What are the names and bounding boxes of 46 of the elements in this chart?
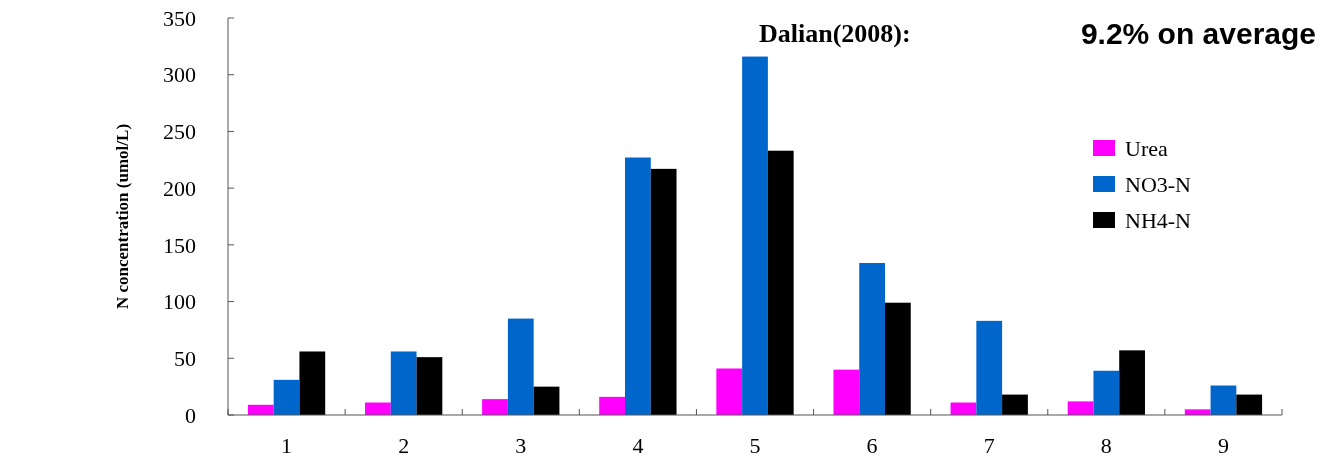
x-tick-label: 1 bbox=[281, 433, 293, 458]
y-tick-label: 0 bbox=[185, 402, 196, 428]
x-tick-label: 8 bbox=[1100, 433, 1112, 458]
bar bbox=[273, 379, 300, 415]
chart-title: Dalian(2008): bbox=[758, 19, 911, 48]
legend-label: Urea bbox=[1125, 135, 1168, 161]
bar bbox=[742, 56, 768, 415]
y-tick-label: 200 bbox=[163, 175, 196, 201]
bar bbox=[390, 351, 417, 415]
bar bbox=[767, 150, 794, 415]
x-tick-label: 6 bbox=[866, 433, 878, 458]
bar bbox=[507, 318, 534, 415]
x-tick-label: 7 bbox=[983, 433, 995, 458]
bar bbox=[650, 168, 677, 415]
legend-label: NO3-N bbox=[1125, 171, 1192, 197]
bar bbox=[1210, 385, 1237, 415]
bar bbox=[482, 399, 508, 415]
bar bbox=[716, 368, 743, 415]
y-tick-label: 100 bbox=[163, 289, 196, 315]
bar bbox=[859, 263, 885, 415]
y-tick-label: 350 bbox=[163, 5, 196, 31]
bar bbox=[1119, 350, 1145, 415]
bar bbox=[976, 320, 1003, 415]
bar bbox=[884, 302, 911, 415]
x-tick-label: 2 bbox=[398, 433, 410, 458]
annotation: 9.2% on average bbox=[1080, 17, 1316, 50]
bar bbox=[833, 369, 860, 415]
x-tick-label: 5 bbox=[749, 433, 761, 458]
bar bbox=[1002, 394, 1028, 415]
x-tick-label: 3 bbox=[515, 433, 527, 458]
y-tick-label: 150 bbox=[163, 232, 196, 258]
bar bbox=[1093, 370, 1120, 415]
x-tick-label: 4 bbox=[632, 433, 644, 458]
y-tick-label: 250 bbox=[163, 119, 196, 145]
bar bbox=[299, 351, 326, 415]
bar bbox=[1067, 401, 1094, 415]
legend-label: NH4-N bbox=[1125, 207, 1192, 233]
bar bbox=[533, 386, 560, 415]
y-tick-label: 50 bbox=[174, 345, 196, 371]
y-axis-title: N concentration (umol/L) bbox=[113, 123, 132, 310]
bar bbox=[1236, 394, 1263, 415]
x-tick-label: 9 bbox=[1217, 433, 1229, 458]
y-tick-label: 300 bbox=[163, 62, 196, 88]
bar bbox=[416, 357, 443, 415]
bar bbox=[599, 396, 626, 415]
bar bbox=[625, 157, 651, 415]
